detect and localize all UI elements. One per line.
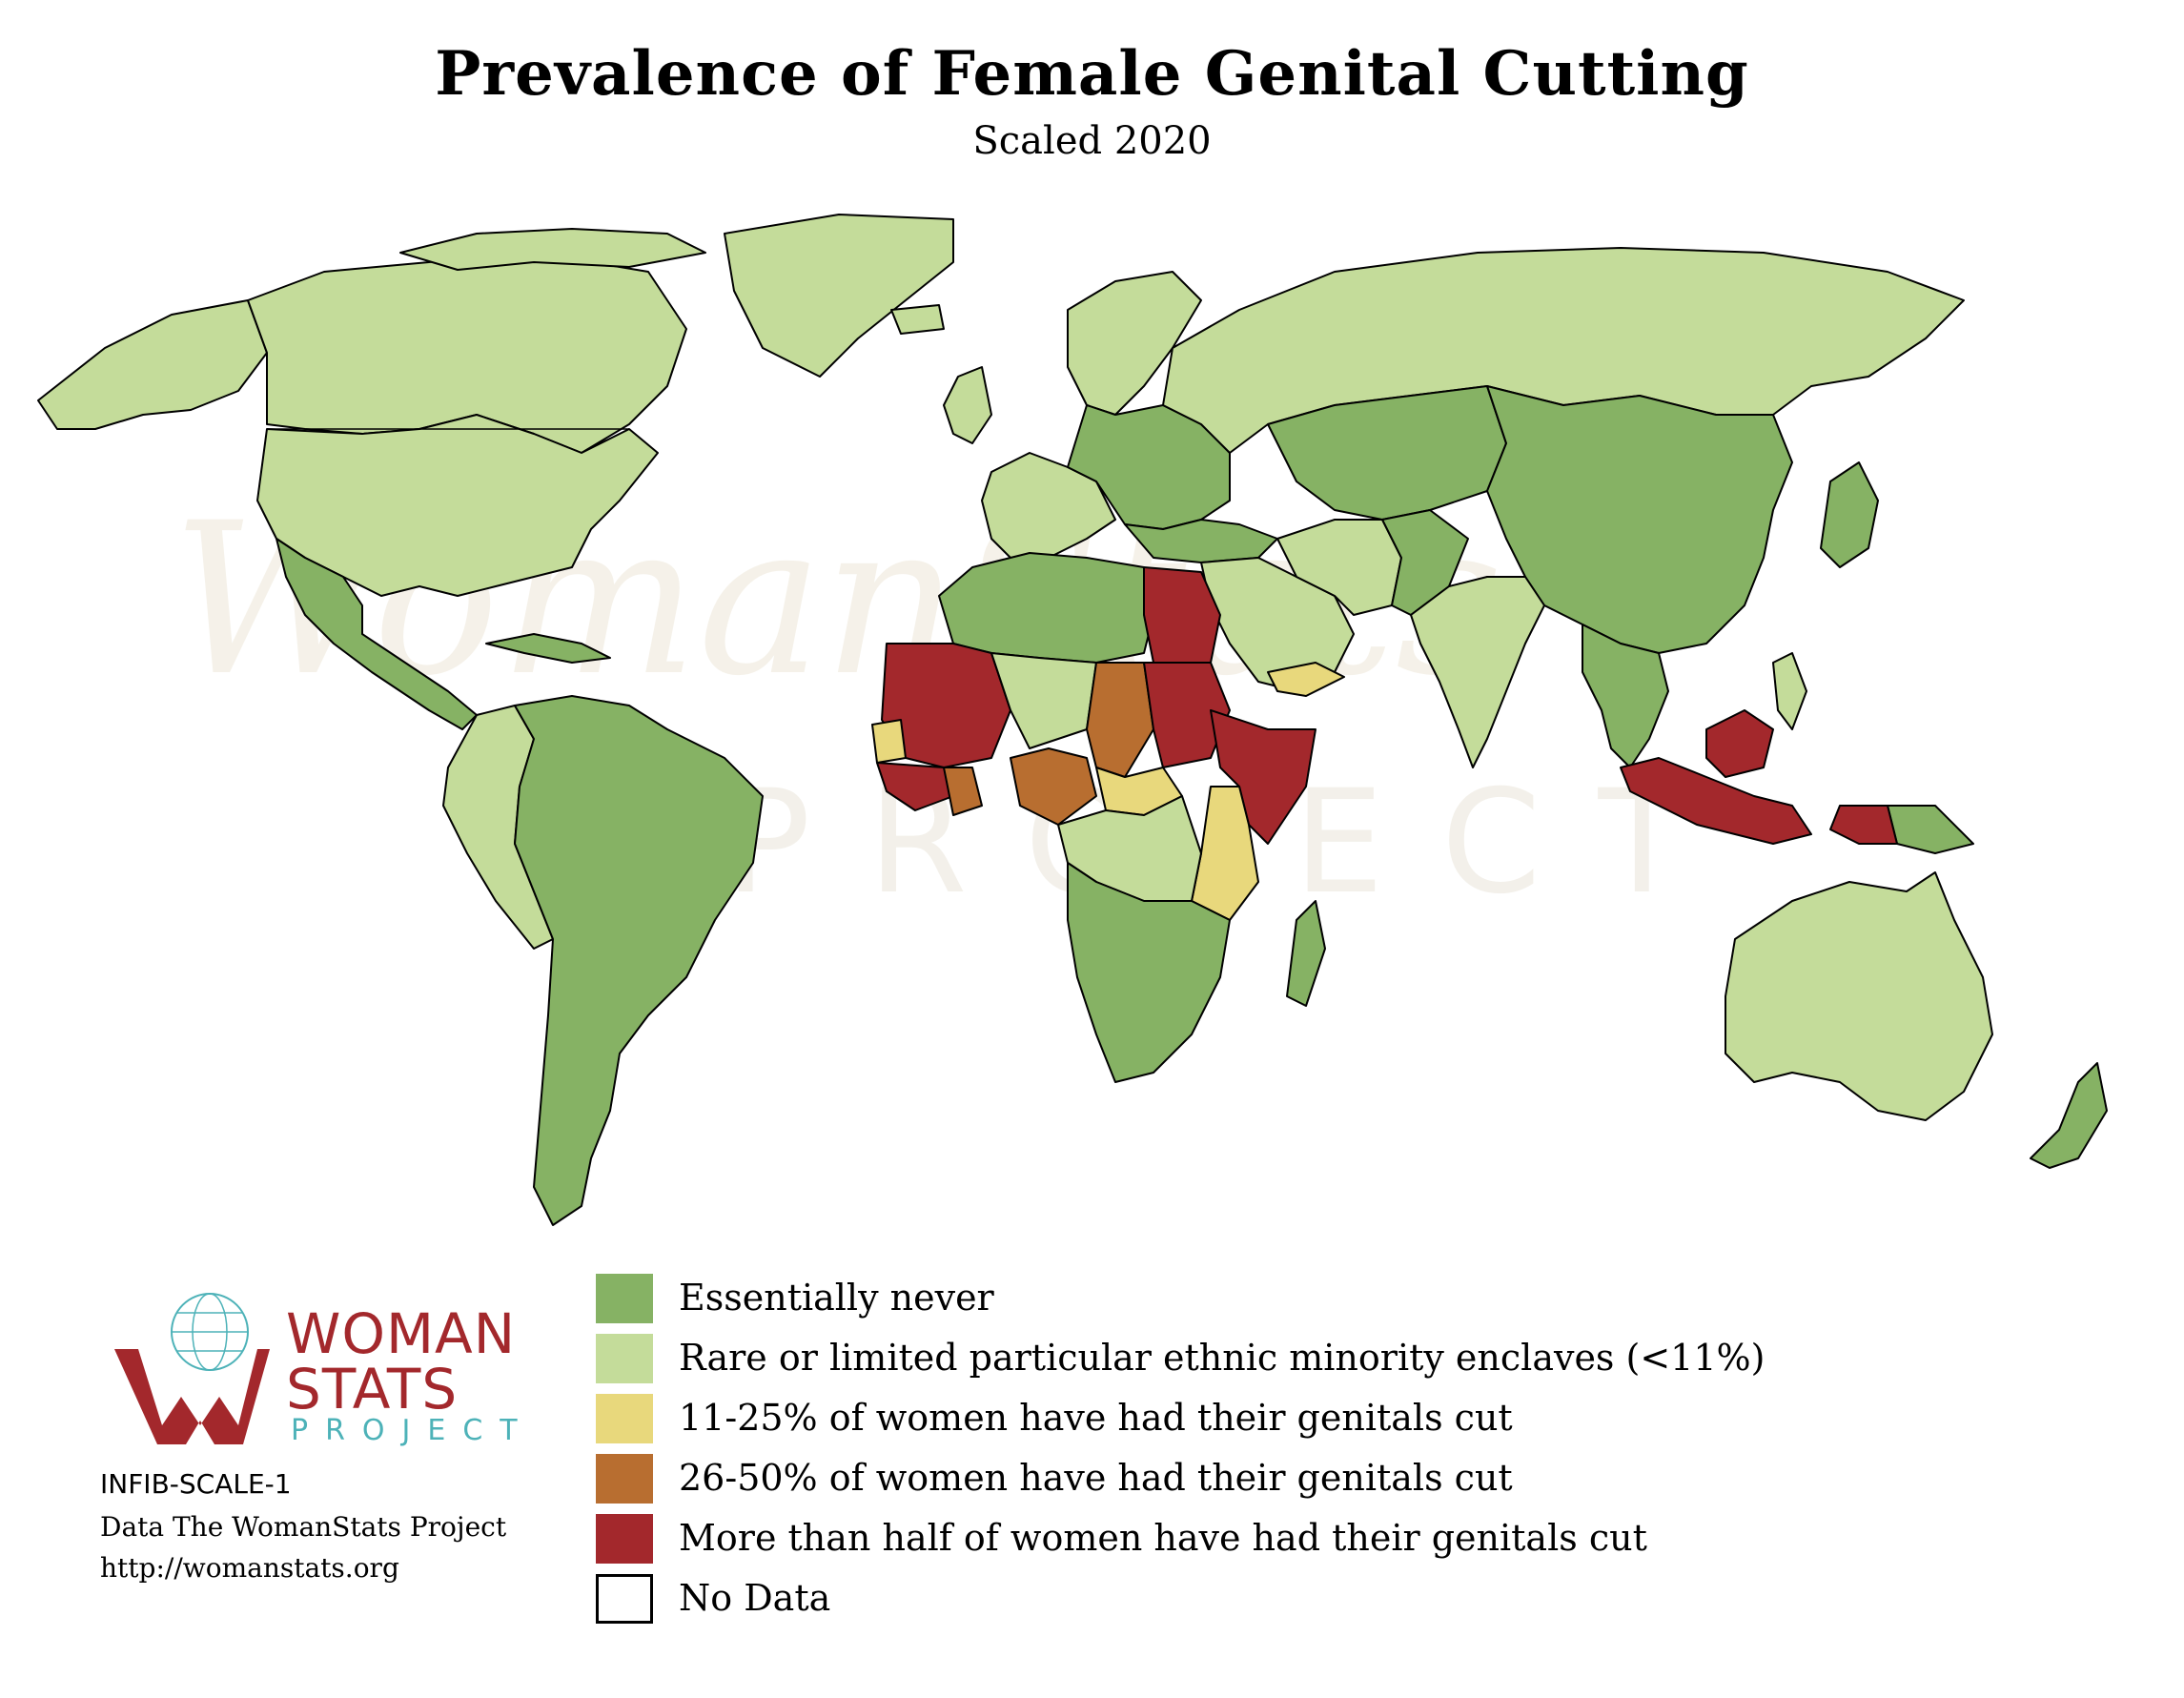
region-cote-divoire bbox=[943, 767, 983, 816]
region-west-papua bbox=[1829, 805, 1898, 845]
legend-swatch bbox=[596, 1574, 653, 1624]
region-alaska bbox=[37, 299, 268, 430]
region-new-zealand bbox=[2030, 1062, 2108, 1169]
legend-item-essentially-never: Essentially never bbox=[596, 1271, 1835, 1331]
womanstats-logo: WOMAN STATS PROJECT bbox=[110, 1282, 518, 1454]
legend-label: More than half of women have had their g… bbox=[679, 1517, 1647, 1559]
region-nigeria bbox=[1010, 747, 1097, 826]
region-scandinavia bbox=[1067, 271, 1202, 416]
legend-item-more-than-half: More than half of women have had their g… bbox=[596, 1511, 1835, 1571]
legend-label: Essentially never bbox=[679, 1277, 994, 1319]
legend-label: 11-25% of women have had their genitals … bbox=[679, 1397, 1513, 1439]
legend-label: Rare or limited particular ethnic minori… bbox=[679, 1337, 1766, 1379]
map-legend: Essentially never Rare or limited partic… bbox=[596, 1271, 1835, 1631]
region-china-mongolia bbox=[1486, 385, 1793, 654]
region-borneo bbox=[1705, 709, 1774, 778]
legend-item-rare: Rare or limited particular ethnic minori… bbox=[596, 1331, 1835, 1391]
legend-swatch bbox=[596, 1334, 653, 1383]
region-western-europe bbox=[981, 452, 1116, 559]
region-india bbox=[1410, 576, 1545, 768]
logo-word-woman: WOMAN bbox=[286, 1301, 517, 1366]
legend-item-11-25: 11-25% of women have had their genitals … bbox=[596, 1391, 1835, 1451]
region-sudan bbox=[1143, 662, 1231, 768]
legend-swatch bbox=[596, 1514, 653, 1564]
region-madagascar bbox=[1286, 900, 1326, 1007]
logo-hands-icon bbox=[114, 1293, 270, 1444]
legend-item-no-data: No Data bbox=[596, 1571, 1835, 1631]
legend-swatch bbox=[596, 1454, 653, 1504]
region-greenland bbox=[724, 214, 954, 378]
legend-swatch bbox=[596, 1274, 653, 1323]
region-southeast-asia bbox=[1582, 624, 1669, 768]
region-southern-africa bbox=[1067, 862, 1231, 1083]
region-south-america bbox=[514, 695, 764, 1226]
legend-item-26-50: 26-50% of women have had their genitals … bbox=[596, 1451, 1835, 1511]
logo-word-stats: STATS bbox=[286, 1357, 459, 1422]
source-credit: Data The WomanStats Project bbox=[100, 1511, 507, 1543]
legend-swatch bbox=[596, 1394, 653, 1443]
source-url[interactable]: http://womanstats.org bbox=[100, 1552, 399, 1584]
source-code: INFIB-SCALE-1 bbox=[100, 1468, 292, 1500]
region-australia bbox=[1725, 871, 1993, 1121]
region-indonesia-malaysia bbox=[1620, 757, 1812, 845]
map-title: Prevalence of Female Genital Cutting bbox=[435, 38, 1749, 110]
region-papua-new-guinea bbox=[1887, 805, 1974, 854]
region-philippines bbox=[1772, 652, 1807, 730]
region-senegal-gambia bbox=[871, 719, 907, 764]
region-uk-ireland bbox=[943, 366, 992, 444]
legend-label: 26-50% of women have had their genitals … bbox=[679, 1457, 1513, 1499]
region-caribbean bbox=[485, 633, 611, 664]
world-choropleth-map: WomanStats PROJECT bbox=[37, 214, 2108, 1226]
region-north-africa bbox=[938, 552, 1154, 664]
region-guinea-sierra-leone bbox=[876, 762, 954, 811]
region-ethiopia-somalia bbox=[1210, 709, 1317, 845]
region-eastern-europe bbox=[1067, 404, 1231, 530]
region-iceland bbox=[890, 304, 945, 335]
legend-label: No Data bbox=[679, 1577, 831, 1619]
region-arctic-islands bbox=[399, 228, 706, 271]
region-japan bbox=[1820, 461, 1879, 568]
region-niger-ghana bbox=[990, 652, 1097, 749]
region-yemen bbox=[1267, 662, 1345, 697]
logo-word-project: PROJECT bbox=[291, 1414, 535, 1447]
map-subtitle: Scaled 2020 bbox=[972, 119, 1212, 163]
